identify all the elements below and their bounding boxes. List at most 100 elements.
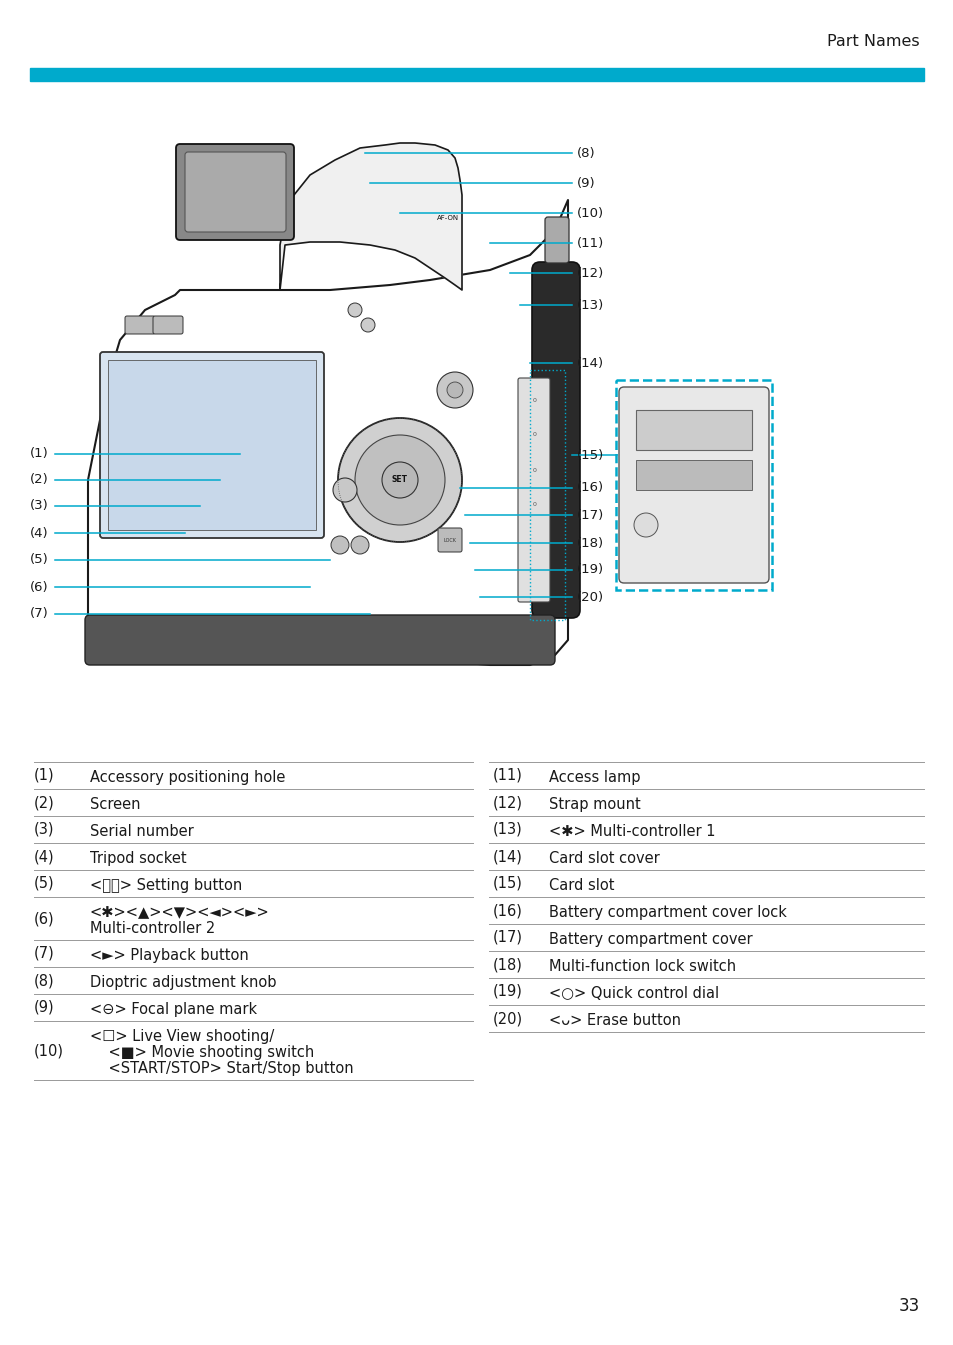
Text: (10): (10) (34, 1042, 64, 1059)
FancyBboxPatch shape (437, 529, 461, 551)
Text: (17): (17) (493, 929, 522, 946)
Circle shape (360, 317, 375, 332)
Text: (1): (1) (30, 448, 49, 460)
Bar (530, 370, 564, 620)
Text: Part Names: Part Names (826, 35, 919, 50)
Text: (11): (11) (493, 768, 522, 783)
Text: (9): (9) (577, 176, 595, 190)
Text: <■> Movie shooting switch: <■> Movie shooting switch (90, 1045, 314, 1060)
Text: <✱><▲><▼><◄><►>: <✱><▲><▼><◄><►> (90, 905, 270, 920)
Circle shape (351, 537, 369, 554)
Text: Screen: Screen (90, 798, 140, 812)
Text: (14): (14) (493, 849, 522, 863)
Text: (4): (4) (34, 849, 54, 863)
Text: (12): (12) (493, 795, 522, 810)
Text: Access lamp: Access lamp (548, 769, 639, 785)
Circle shape (436, 373, 473, 408)
Text: Multi-controller 2: Multi-controller 2 (90, 921, 215, 936)
Text: (6): (6) (34, 911, 54, 925)
Text: Card slot: Card slot (548, 878, 614, 893)
Text: (13): (13) (493, 822, 522, 837)
FancyBboxPatch shape (185, 152, 286, 231)
Circle shape (333, 477, 356, 502)
FancyBboxPatch shape (125, 316, 154, 334)
Circle shape (348, 303, 361, 317)
Text: (14): (14) (577, 356, 603, 370)
Text: (13): (13) (577, 299, 603, 312)
Text: (3): (3) (30, 499, 49, 512)
Text: (20): (20) (577, 590, 603, 604)
FancyBboxPatch shape (85, 615, 555, 664)
Text: Accessory positioning hole: Accessory positioning hole (90, 769, 285, 785)
Text: Tripod socket: Tripod socket (90, 851, 187, 866)
Text: Strap mount: Strap mount (548, 798, 640, 812)
Circle shape (447, 382, 462, 398)
FancyBboxPatch shape (175, 144, 294, 239)
Text: (17): (17) (577, 508, 603, 522)
Circle shape (634, 512, 658, 537)
Text: (9): (9) (34, 999, 54, 1015)
Bar (636, 410, 751, 451)
Text: (7): (7) (34, 946, 54, 960)
Text: 0: 0 (533, 433, 537, 437)
Bar (636, 460, 751, 490)
Text: (16): (16) (493, 902, 522, 919)
Text: (5): (5) (34, 876, 54, 890)
Text: Card slot cover: Card slot cover (548, 851, 659, 866)
Text: (10): (10) (577, 207, 603, 219)
Text: (15): (15) (577, 448, 603, 461)
FancyBboxPatch shape (517, 378, 550, 603)
Text: 33: 33 (898, 1297, 919, 1315)
Text: Battery compartment cover lock: Battery compartment cover lock (548, 905, 786, 920)
Text: <☐> Live View shooting/: <☐> Live View shooting/ (90, 1029, 274, 1044)
Text: LOCK: LOCK (443, 538, 456, 542)
Text: <⊖> Focal plane mark: <⊖> Focal plane mark (90, 1002, 257, 1017)
Circle shape (331, 537, 349, 554)
FancyBboxPatch shape (618, 387, 768, 582)
Text: Serial number: Serial number (90, 824, 193, 839)
Text: Dioptric adjustment knob: Dioptric adjustment knob (90, 975, 276, 990)
Text: SET: SET (392, 476, 408, 484)
Text: (19): (19) (577, 564, 603, 577)
Text: (3): (3) (34, 822, 54, 837)
FancyBboxPatch shape (100, 352, 324, 538)
Polygon shape (88, 200, 567, 664)
Polygon shape (280, 143, 461, 291)
FancyBboxPatch shape (532, 262, 579, 617)
Text: <START/STOP> Start/Stop button: <START/STOP> Start/Stop button (90, 1061, 354, 1076)
Text: (19): (19) (493, 985, 522, 999)
Text: (2): (2) (30, 473, 49, 487)
Text: (11): (11) (577, 237, 603, 250)
Text: (8): (8) (34, 972, 54, 989)
Text: (20): (20) (493, 1011, 522, 1026)
Text: 0: 0 (533, 503, 537, 507)
Bar (30, 69, 923, 81)
Text: (6): (6) (30, 581, 49, 593)
Text: <○> Quick control dial: <○> Quick control dial (548, 986, 719, 1001)
Text: (7): (7) (30, 608, 49, 620)
Text: (16): (16) (577, 482, 603, 495)
FancyBboxPatch shape (108, 360, 315, 530)
Circle shape (381, 461, 417, 498)
Text: <✱> Multi-controller 1: <✱> Multi-controller 1 (548, 824, 715, 839)
FancyBboxPatch shape (544, 217, 568, 264)
FancyBboxPatch shape (152, 316, 183, 334)
Text: (15): (15) (493, 876, 522, 890)
Text: (4): (4) (30, 526, 49, 539)
Text: (5): (5) (30, 554, 49, 566)
Text: (2): (2) (34, 795, 54, 810)
Text: (18): (18) (493, 958, 522, 972)
Text: (18): (18) (577, 537, 603, 550)
Text: 0: 0 (533, 468, 537, 472)
Text: 0: 0 (533, 398, 537, 402)
Circle shape (337, 418, 461, 542)
Text: Multi-function lock switch: Multi-function lock switch (548, 959, 736, 974)
Text: AF-ON: AF-ON (436, 215, 458, 221)
Bar (616, 381, 771, 590)
Text: (8): (8) (577, 147, 595, 160)
Text: <►> Playback button: <►> Playback button (90, 948, 249, 963)
Text: Battery compartment cover: Battery compartment cover (548, 932, 752, 947)
Text: (12): (12) (577, 266, 603, 280)
Text: <ⓈⓄ> Setting button: <ⓈⓄ> Setting button (90, 878, 242, 893)
Text: <ᴗ> Erase button: <ᴗ> Erase button (548, 1013, 680, 1028)
